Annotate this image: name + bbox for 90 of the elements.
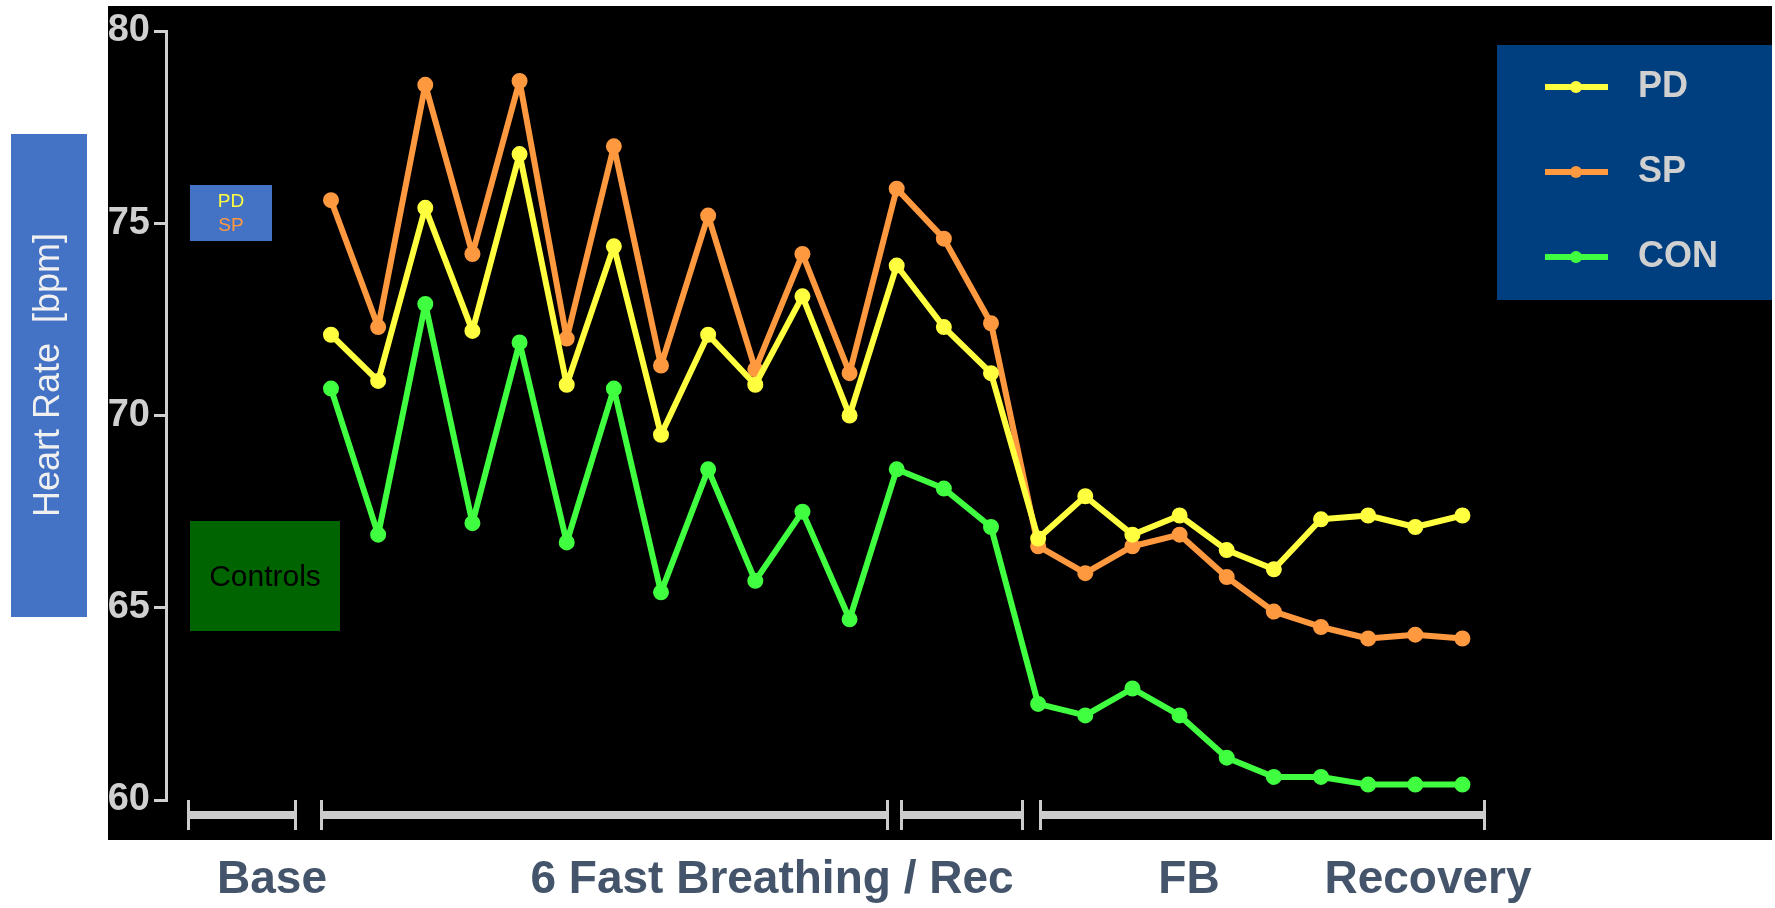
point [1077,707,1094,724]
point [1077,565,1094,582]
point [417,296,434,312]
point [1407,519,1424,536]
point [464,322,481,339]
legend-label: CON [1638,233,1718,275]
point [1124,680,1141,697]
point [700,207,717,224]
point [653,584,669,601]
point [935,230,952,247]
point [511,334,528,351]
point [1265,768,1282,785]
point [700,326,717,343]
point [1360,776,1377,793]
point [747,361,764,378]
point [888,461,905,478]
point [370,526,387,543]
point [983,315,999,332]
point [653,426,669,443]
label-box: PD SP [190,185,272,241]
point [1360,507,1377,524]
annotation: SP [217,213,245,237]
text: Recovery [1324,850,1532,903]
point [1454,630,1471,647]
point [370,319,387,336]
text: Base [217,850,327,903]
point [747,572,764,589]
point [841,365,858,382]
point [370,372,387,389]
point [888,180,905,197]
point [1218,542,1235,559]
y-tick-label: 75 [107,199,150,242]
point [417,76,434,93]
point [464,515,481,532]
point [417,199,434,216]
point [747,376,764,393]
point [1360,630,1377,647]
point [1407,776,1424,793]
point [794,503,811,520]
point [1124,538,1141,555]
point [1171,707,1188,724]
point [888,257,905,274]
point [700,461,717,478]
point [323,326,339,343]
text: 6 Fast Breathing / Rec [530,850,1014,903]
point [605,380,622,397]
point [1077,488,1094,505]
point [1218,749,1235,766]
point [935,480,952,497]
point [1454,507,1471,524]
y-tick-label: 70 [107,391,150,434]
point [323,380,339,397]
point [983,365,999,382]
point [1313,768,1329,785]
legend-label: SP [1638,148,1687,190]
point [1171,507,1188,524]
annotation: PD [216,189,246,213]
point [935,319,952,336]
point [558,376,575,393]
point [794,288,811,305]
y-tick-label: 80 [107,7,150,50]
text: FB [1158,850,1220,903]
point [1454,776,1471,793]
point [1030,695,1047,712]
point [1030,530,1047,547]
point [1218,568,1235,585]
point [1265,603,1282,620]
point [653,357,669,374]
point [1265,561,1282,578]
point [558,534,575,551]
point [605,138,622,155]
point [464,246,481,263]
point [1313,618,1329,635]
point [841,611,858,628]
point [841,407,858,424]
point [323,192,339,209]
point [1313,511,1329,528]
label-box: Controls [190,521,340,631]
y-axis-title: Heart Rate [bpm] [25,232,67,518]
point [1407,626,1424,643]
point [1171,526,1188,543]
legend-label: PD [1638,63,1689,105]
point [1124,526,1141,543]
point [558,330,575,347]
point [511,146,528,163]
point [983,519,999,536]
point [605,238,622,255]
y-tick-label: 65 [107,584,150,627]
point [511,72,528,89]
y-tick-label: 60 [107,776,150,819]
